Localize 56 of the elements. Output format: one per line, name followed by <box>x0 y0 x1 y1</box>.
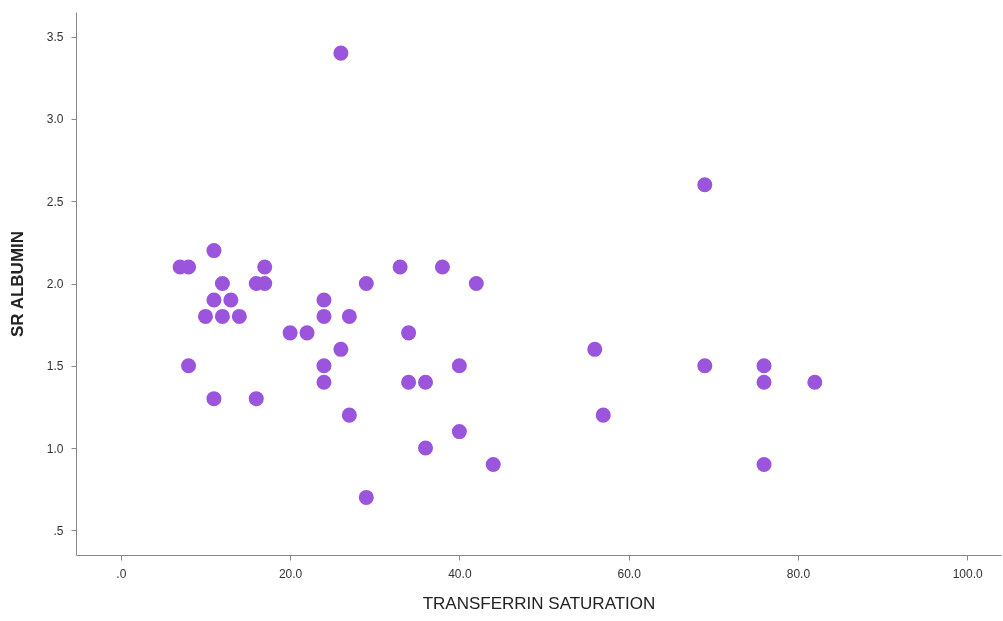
y-tick-label: 1.0 <box>46 441 64 456</box>
point <box>299 325 315 341</box>
point <box>595 407 611 423</box>
point <box>206 391 222 407</box>
point <box>697 358 713 374</box>
point <box>197 308 213 324</box>
point <box>358 489 374 505</box>
point <box>214 308 230 324</box>
point <box>181 358 197 374</box>
point <box>434 259 450 275</box>
point <box>485 456 501 473</box>
point <box>206 243 222 259</box>
point <box>468 275 484 292</box>
y-tick-label: .5 <box>53 523 64 538</box>
point <box>392 259 408 275</box>
point <box>401 325 417 341</box>
point <box>214 275 230 292</box>
point <box>333 45 349 61</box>
x-tick-label: 100.0 <box>952 566 983 581</box>
point <box>756 358 772 374</box>
point <box>418 440 434 456</box>
point <box>418 374 434 390</box>
point <box>341 308 357 324</box>
x-tick-label: 20.0 <box>278 566 303 581</box>
point <box>257 259 273 275</box>
y-axis-title: SR ALBUMIN <box>7 230 27 338</box>
y-tick-label: 1.5 <box>46 359 64 374</box>
x-tick-label: 40.0 <box>448 566 472 581</box>
point <box>697 177 713 193</box>
point <box>587 341 603 357</box>
point <box>206 292 222 308</box>
x-tick-label: 60.0 <box>617 566 642 581</box>
point <box>316 292 332 308</box>
point <box>223 292 239 308</box>
y-tick-label: 3.0 <box>46 112 64 127</box>
point <box>316 374 332 390</box>
point <box>248 391 264 407</box>
point <box>756 456 772 473</box>
point <box>282 325 298 341</box>
point <box>316 358 332 374</box>
point <box>341 407 357 423</box>
point <box>451 424 467 440</box>
y-tick-label: 2.0 <box>46 277 64 291</box>
point <box>401 374 417 390</box>
point <box>231 308 247 324</box>
point <box>333 341 349 357</box>
point <box>451 358 467 374</box>
point <box>756 374 772 390</box>
point <box>807 374 823 390</box>
point <box>358 275 374 292</box>
y-tick-label: 3.5 <box>46 30 64 45</box>
x-tick-label: .0 <box>116 566 127 581</box>
point <box>316 308 332 324</box>
x-axis-title: TRANSFERRIN SATURATION <box>422 593 656 613</box>
y-tick-label: 2.5 <box>46 194 64 209</box>
x-tick-label: 80.0 <box>786 566 811 581</box>
